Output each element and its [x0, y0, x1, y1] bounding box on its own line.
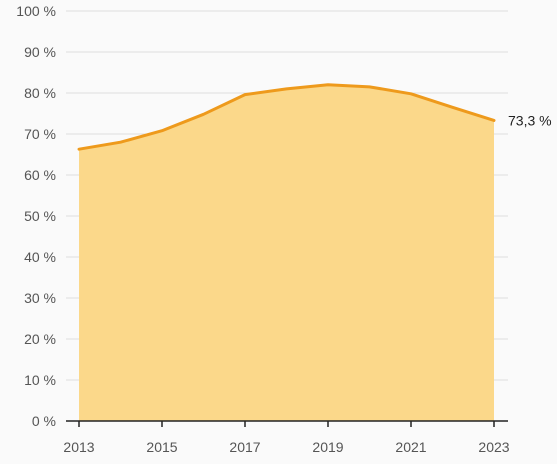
- x-tick-label: 2013: [63, 439, 94, 455]
- x-tick-label: 2015: [146, 439, 177, 455]
- series-line: [77, 83, 496, 151]
- y-tick-label: 60 %: [24, 167, 56, 183]
- end-value-label: 73,3 %: [508, 112, 552, 128]
- area-fill: [79, 84, 494, 422]
- x-ticks: 2013 2015 2017 2019 2021 2023: [63, 421, 510, 455]
- x-tick-label: 2023: [478, 439, 509, 455]
- y-tick-label: 30 %: [24, 290, 56, 306]
- x-tick-label: 2019: [312, 439, 343, 455]
- y-tick-label: 50 %: [24, 208, 56, 224]
- y-tick-label: 10 %: [24, 372, 56, 388]
- y-tick-label: 90 %: [24, 44, 56, 60]
- y-tick-label: 100 %: [16, 3, 56, 19]
- y-tick-label: 40 %: [24, 249, 56, 265]
- x-tick-label: 2017: [229, 439, 260, 455]
- y-tick-label: 20 %: [24, 331, 56, 347]
- y-tick-label: 80 %: [24, 85, 56, 101]
- y-tick-label: 70 %: [24, 126, 56, 142]
- x-tick-label: 2021: [395, 439, 426, 455]
- y-tick-label: 0 %: [32, 413, 56, 429]
- y-tick-labels: 0 % 10 % 20 % 30 % 40 % 50 % 60 % 70 % 80 % 90 % 1…: [16, 3, 56, 429]
